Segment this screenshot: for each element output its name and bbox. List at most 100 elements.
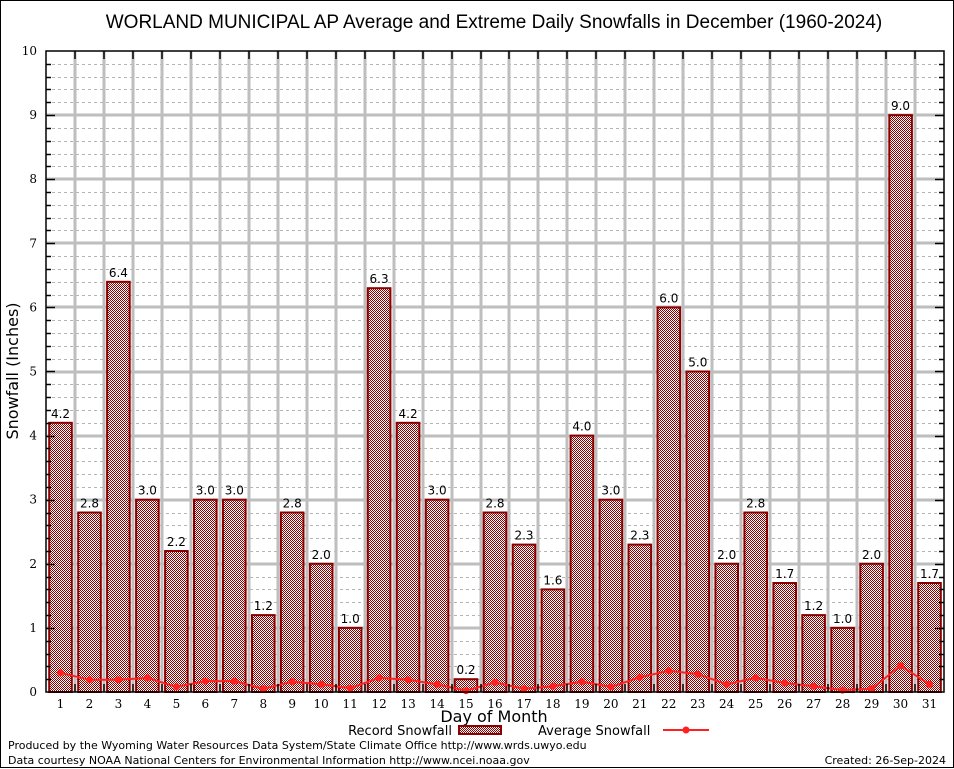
average-point-day-2	[86, 676, 93, 684]
x-tick-label-10: 10	[314, 697, 329, 711]
bar-day-30	[888, 114, 913, 694]
x-tick-label-14: 14	[429, 697, 445, 711]
bar-label-day-16: 2.8	[485, 497, 504, 511]
bar-day-4	[135, 498, 160, 694]
bar-day-9	[279, 511, 305, 693]
average-point-day-22	[665, 667, 673, 675]
average-point-day-19	[578, 678, 586, 686]
bar-label-day-31: 1.7	[920, 567, 939, 581]
bar-day-8	[251, 614, 276, 693]
bar-label-day-28: 1.0	[833, 612, 852, 626]
bar-label-day-27: 1.2	[804, 599, 823, 613]
grid	[46, 51, 944, 692]
bar-label-day-8: 1.2	[254, 599, 273, 613]
x-tick-label-8: 8	[259, 697, 267, 711]
bar-day-18	[540, 588, 566, 694]
average-point-day-23	[694, 670, 702, 678]
x-tick-label-30: 30	[893, 697, 908, 711]
y-tick-label-9: 9	[29, 108, 37, 122]
bar-day-2	[77, 511, 102, 693]
x-tick-label-23: 23	[690, 697, 705, 711]
x-tick-label-2: 2	[86, 697, 94, 711]
x-tick-label-29: 29	[864, 697, 879, 711]
bar-day-19	[569, 434, 595, 693]
bar-day-13	[395, 421, 421, 693]
bar-day-20	[598, 498, 624, 694]
chart-title: WORLAND MUNICIPAL AP Average and Extreme…	[106, 12, 883, 33]
average-line	[57, 662, 933, 695]
footer-producer: Produced by the Wyoming Water Resources …	[8, 739, 587, 752]
bar-label-day-18: 1.6	[543, 573, 562, 587]
bar-day-17	[511, 543, 537, 693]
bar-day-3	[106, 280, 131, 693]
x-tick-label-17: 17	[516, 697, 531, 711]
bar-label-day-19: 4.0	[572, 420, 591, 434]
x-tick-label-4: 4	[144, 697, 152, 711]
x-tick-label-1: 1	[57, 697, 65, 711]
x-tick-label-6: 6	[201, 697, 209, 711]
bar-day-16	[482, 511, 508, 693]
y-tick-label-0: 0	[29, 685, 37, 699]
x-tick-label-20: 20	[603, 697, 618, 711]
bar-label-day-22: 6.0	[659, 291, 678, 305]
x-tick-label-9: 9	[288, 697, 296, 711]
average-point-day-9	[288, 678, 296, 686]
bar-label-day-13: 4.2	[399, 407, 418, 421]
x-tick-label-16: 16	[487, 697, 502, 711]
bar-label-day-5: 2.2	[167, 535, 186, 549]
bar-day-1	[48, 421, 73, 693]
bar-label-day-1: 4.2	[51, 407, 70, 421]
average-point-day-31	[926, 680, 933, 688]
bar-label-day-7: 3.0	[225, 484, 244, 498]
bar-label-day-24: 2.0	[717, 548, 736, 562]
bar-label-day-10: 2.0	[312, 548, 331, 562]
bar-label-day-15: 0.2	[456, 663, 475, 677]
bar-day-11	[337, 626, 363, 694]
average-point-day-6	[201, 677, 209, 685]
x-tick-labels: 1 2 3 4 5 6 7 8 9 10 11 12 13 14 15 16 17 18 19 20 21 22 23 24 2…	[57, 697, 937, 711]
bar-label-day-11: 1.0	[341, 612, 360, 626]
average-point-day-29	[868, 685, 876, 693]
x-tick-label-27: 27	[806, 697, 821, 711]
legend-label-record: Record Snowfall	[348, 724, 452, 739]
average-point-day-16	[491, 678, 499, 686]
bar-day-7	[222, 498, 247, 694]
bar-day-26	[772, 582, 798, 693]
average-point-day-17	[520, 685, 528, 693]
y-axis-label: Snowfall (Inches)	[3, 302, 22, 439]
bar-day-29	[859, 562, 884, 693]
y-tick-label-10: 10	[22, 44, 37, 58]
bar-label-day-17: 2.3	[514, 529, 533, 543]
average-point-day-20	[607, 683, 615, 691]
bar-day-10	[308, 562, 334, 693]
average-point-day-3	[114, 676, 122, 684]
y-tick-label-8: 8	[29, 172, 37, 186]
x-tick-label-26: 26	[777, 697, 792, 711]
average-point-day-8	[259, 685, 267, 693]
x-tick-label-18: 18	[545, 697, 560, 711]
y-tick-label-7: 7	[29, 236, 37, 250]
y-tick-label-4: 4	[29, 429, 37, 443]
bar-day-23	[685, 370, 711, 693]
bar-day-22	[656, 306, 682, 693]
y-tick-label-2: 2	[29, 557, 37, 571]
footer-created-date: Created: 26-Sep-2024	[825, 754, 946, 767]
average-point-day-10	[317, 680, 325, 688]
bar-label-day-23: 5.0	[688, 356, 707, 370]
bar-day-25	[743, 511, 769, 693]
footer-data-source: Data courtesy NOAA National Centers for …	[8, 754, 530, 767]
average-point-day-25	[752, 674, 760, 682]
average-point-day-24	[723, 680, 731, 688]
x-axis-label: Day of Month	[440, 707, 547, 726]
x-tick-label-31: 31	[922, 697, 937, 711]
x-tick-label-21: 21	[632, 697, 647, 711]
x-tick-label-22: 22	[661, 697, 676, 711]
average-point-day-4	[143, 674, 151, 682]
bar-label-day-30: 9.0	[891, 99, 910, 113]
average-point-day-11	[346, 684, 354, 692]
x-tick-label-11: 11	[343, 697, 358, 711]
bar-label-day-9: 2.8	[283, 497, 302, 511]
bar-label-day-26: 1.7	[775, 567, 794, 581]
x-tick-label-3: 3	[115, 697, 123, 711]
